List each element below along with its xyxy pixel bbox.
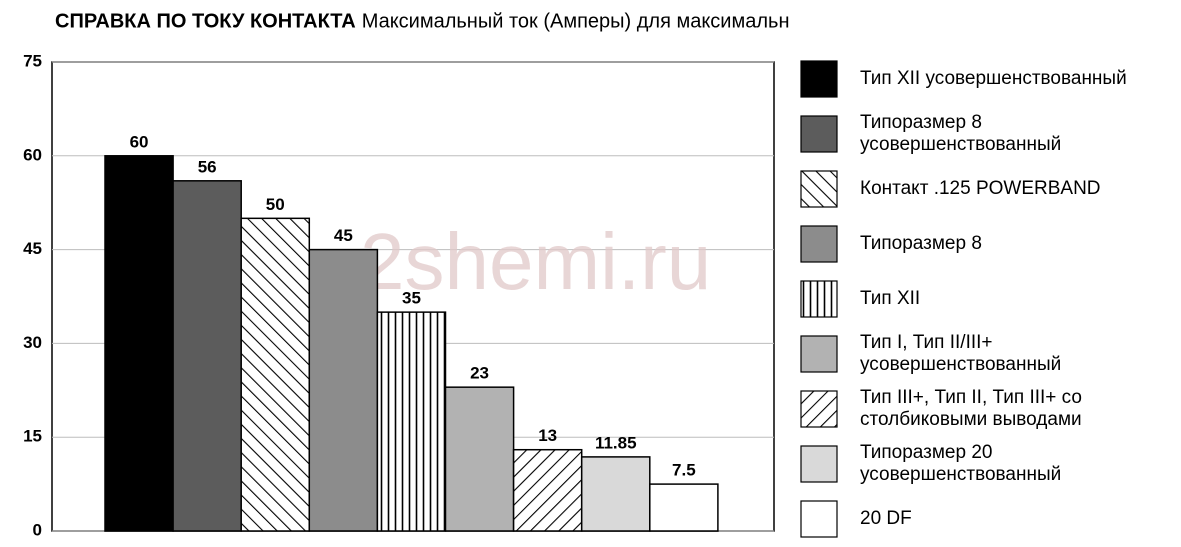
legend-swatch-fill [800,224,838,263]
legend-swatch [800,169,838,208]
legend-swatch-fill [800,389,838,428]
bar [376,311,447,532]
legend-label: Типоразмер 20 усовершенствованный [860,441,1062,485]
value-label: 7.5 [672,461,696,480]
legend-label: Тип XII [860,287,921,309]
legend-swatch [800,389,838,428]
bar [240,217,311,532]
bar [444,386,515,532]
chart-title: СПРАВКА ПО ТОКУ КОНТАКТА [55,10,356,32]
legend-swatch-fill [800,114,838,153]
y-tick-label: 15 [23,427,42,446]
legend-swatch-fill [800,499,838,538]
legend-item: Контакт .125 POWERBAND [800,161,1180,216]
bar [308,248,379,532]
legend-swatch-fill [800,444,838,483]
legend-item: Типоразмер 20 усовершенствованный [800,436,1180,491]
legend-swatch [800,224,838,263]
legend-item: Тип XII [800,271,1180,326]
legend-item: Типоразмер 8 [800,216,1180,271]
legend-label: Типоразмер 8 усовершенствованный [860,111,1062,155]
y-tick-label: 75 [23,51,42,70]
bar [172,180,242,532]
legend-label: Тип III+, Тип II, Тип III+ со столбиковы… [860,386,1082,430]
legend-swatch-fill [800,59,838,98]
legend-swatch-fill [800,279,838,318]
legend-swatch [800,114,838,153]
legend-label: Контакт .125 POWERBAND [860,177,1101,199]
chart: СПРАВКА ПО ТОКУ КОНТАКТА Максимальный то… [23,10,790,539]
legend-swatch [800,279,838,318]
bar [512,448,583,532]
y-tick-label: 45 [23,239,42,258]
legend-swatch-fill [800,334,838,373]
bar [104,155,174,532]
legend-item: Типоразмер 8 усовершенствованный [800,106,1180,161]
value-label: 11.85 [595,433,637,452]
legend-label: Тип I, Тип II/III+ усовершенствованный [860,331,1062,375]
legend: Тип XII усовершенствованный Типоразмер 8 … [800,51,1180,546]
legend-label: Тип XII усовершенствованный [860,67,1127,89]
legend-swatch-fill [800,169,838,208]
legend-label: Типоразмер 8 [860,232,982,254]
bar [649,483,719,532]
bar [580,456,651,532]
watermark: 2shemi.ru [360,217,711,306]
value-label: 23 [470,364,489,383]
legend-item: 20 DF [800,491,1180,546]
legend-swatch [800,499,838,538]
y-tick-label: 0 [33,520,42,539]
y-tick-label: 30 [23,333,42,352]
legend-item: Тип I, Тип II/III+ усовершенствованный [800,326,1180,381]
legend-swatch [800,444,838,483]
legend-label: 20 DF [860,507,912,529]
y-tick-label: 60 [23,145,42,164]
legend-item: Тип III+, Тип II, Тип III+ со столбиковы… [800,381,1180,436]
legend-swatch [800,334,838,373]
legend-swatch [800,59,838,98]
chart-subtitle: Максимальный ток (Амперы) для максимальн… [362,10,790,32]
value-label: 13 [538,426,557,445]
value-label: 56 [198,157,217,176]
value-label: 35 [402,289,421,308]
value-label: 45 [334,226,353,245]
value-label: 50 [266,195,285,214]
legend-item: Тип XII усовершенствованный [800,51,1180,106]
value-label: 60 [130,132,149,151]
